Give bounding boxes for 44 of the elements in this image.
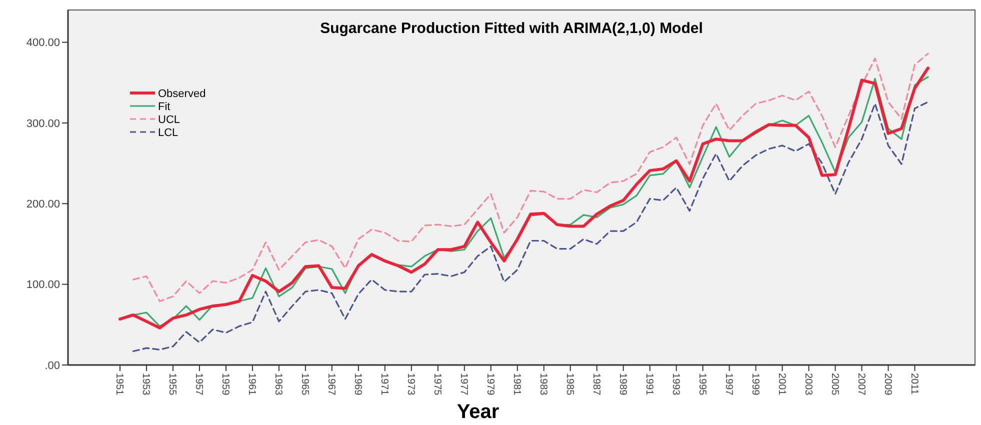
x-tick-label: 1973 bbox=[404, 373, 416, 396]
y-tick-label: .00 bbox=[44, 360, 60, 372]
x-tick-label: 2011 bbox=[908, 373, 920, 395]
x-tick-label: 1951 bbox=[114, 373, 124, 396]
x-tick-label: 1991 bbox=[643, 373, 654, 396]
x-tick-label: 1961 bbox=[246, 373, 257, 396]
line-series bbox=[132, 101, 929, 352]
y-tick-label: 100.00 bbox=[26, 279, 60, 292]
x-tick-label: 1967 bbox=[325, 373, 336, 396]
x-tick-label: 1975 bbox=[431, 373, 442, 396]
x-tick-label: 1959 bbox=[219, 373, 230, 396]
x-tick-label: 1957 bbox=[192, 373, 204, 396]
x-tick-label: 2007 bbox=[855, 373, 866, 396]
x-tick-label: 2009 bbox=[882, 373, 893, 396]
x-tick-label: 2001 bbox=[776, 373, 787, 396]
legend-label: LCL bbox=[158, 126, 178, 139]
text: Sugarcane Production Fitted with ARIMA(2,1,0) Model bbox=[320, 20, 703, 37]
x-tick-label: 1963 bbox=[272, 373, 284, 396]
x-tick-label: 1983 bbox=[537, 373, 548, 396]
legend-label: Fit bbox=[158, 100, 170, 113]
x-tick-label: 1965 bbox=[298, 373, 310, 396]
y-tick-label: 300.00 bbox=[26, 118, 60, 130]
y-tick-label: 400.00 bbox=[26, 37, 60, 50]
y-tick-label: 200.00 bbox=[26, 198, 60, 210]
x-axis-title: Year bbox=[456, 401, 500, 423]
x-tick-label: 1955 bbox=[166, 373, 178, 396]
x-tick-label: 2005 bbox=[828, 373, 840, 396]
x-tick-label: 1999 bbox=[749, 373, 760, 396]
x-tick-label: 1979 bbox=[484, 373, 496, 396]
legend-label: UCL bbox=[158, 114, 180, 126]
x-tick-label: 1953 bbox=[140, 373, 151, 396]
x-tick-label: 1987 bbox=[590, 373, 602, 396]
x-tick-label: 1981 bbox=[510, 373, 522, 396]
x-tick-label: 1969 bbox=[352, 373, 363, 396]
line-series bbox=[132, 52, 929, 302]
x-tick-label: 1997 bbox=[722, 373, 734, 396]
x-tick-label: 1971 bbox=[378, 373, 390, 396]
legend-label: Observed bbox=[158, 88, 206, 100]
x-tick-label: 2003 bbox=[802, 373, 814, 396]
x-tick-label: 1993 bbox=[670, 373, 681, 396]
x-tick-label: 1995 bbox=[696, 373, 708, 396]
x-tick-label: 1977 bbox=[458, 373, 469, 396]
x-tick-label: 1989 bbox=[616, 373, 628, 396]
x-tick-label: 1985 bbox=[564, 373, 575, 396]
